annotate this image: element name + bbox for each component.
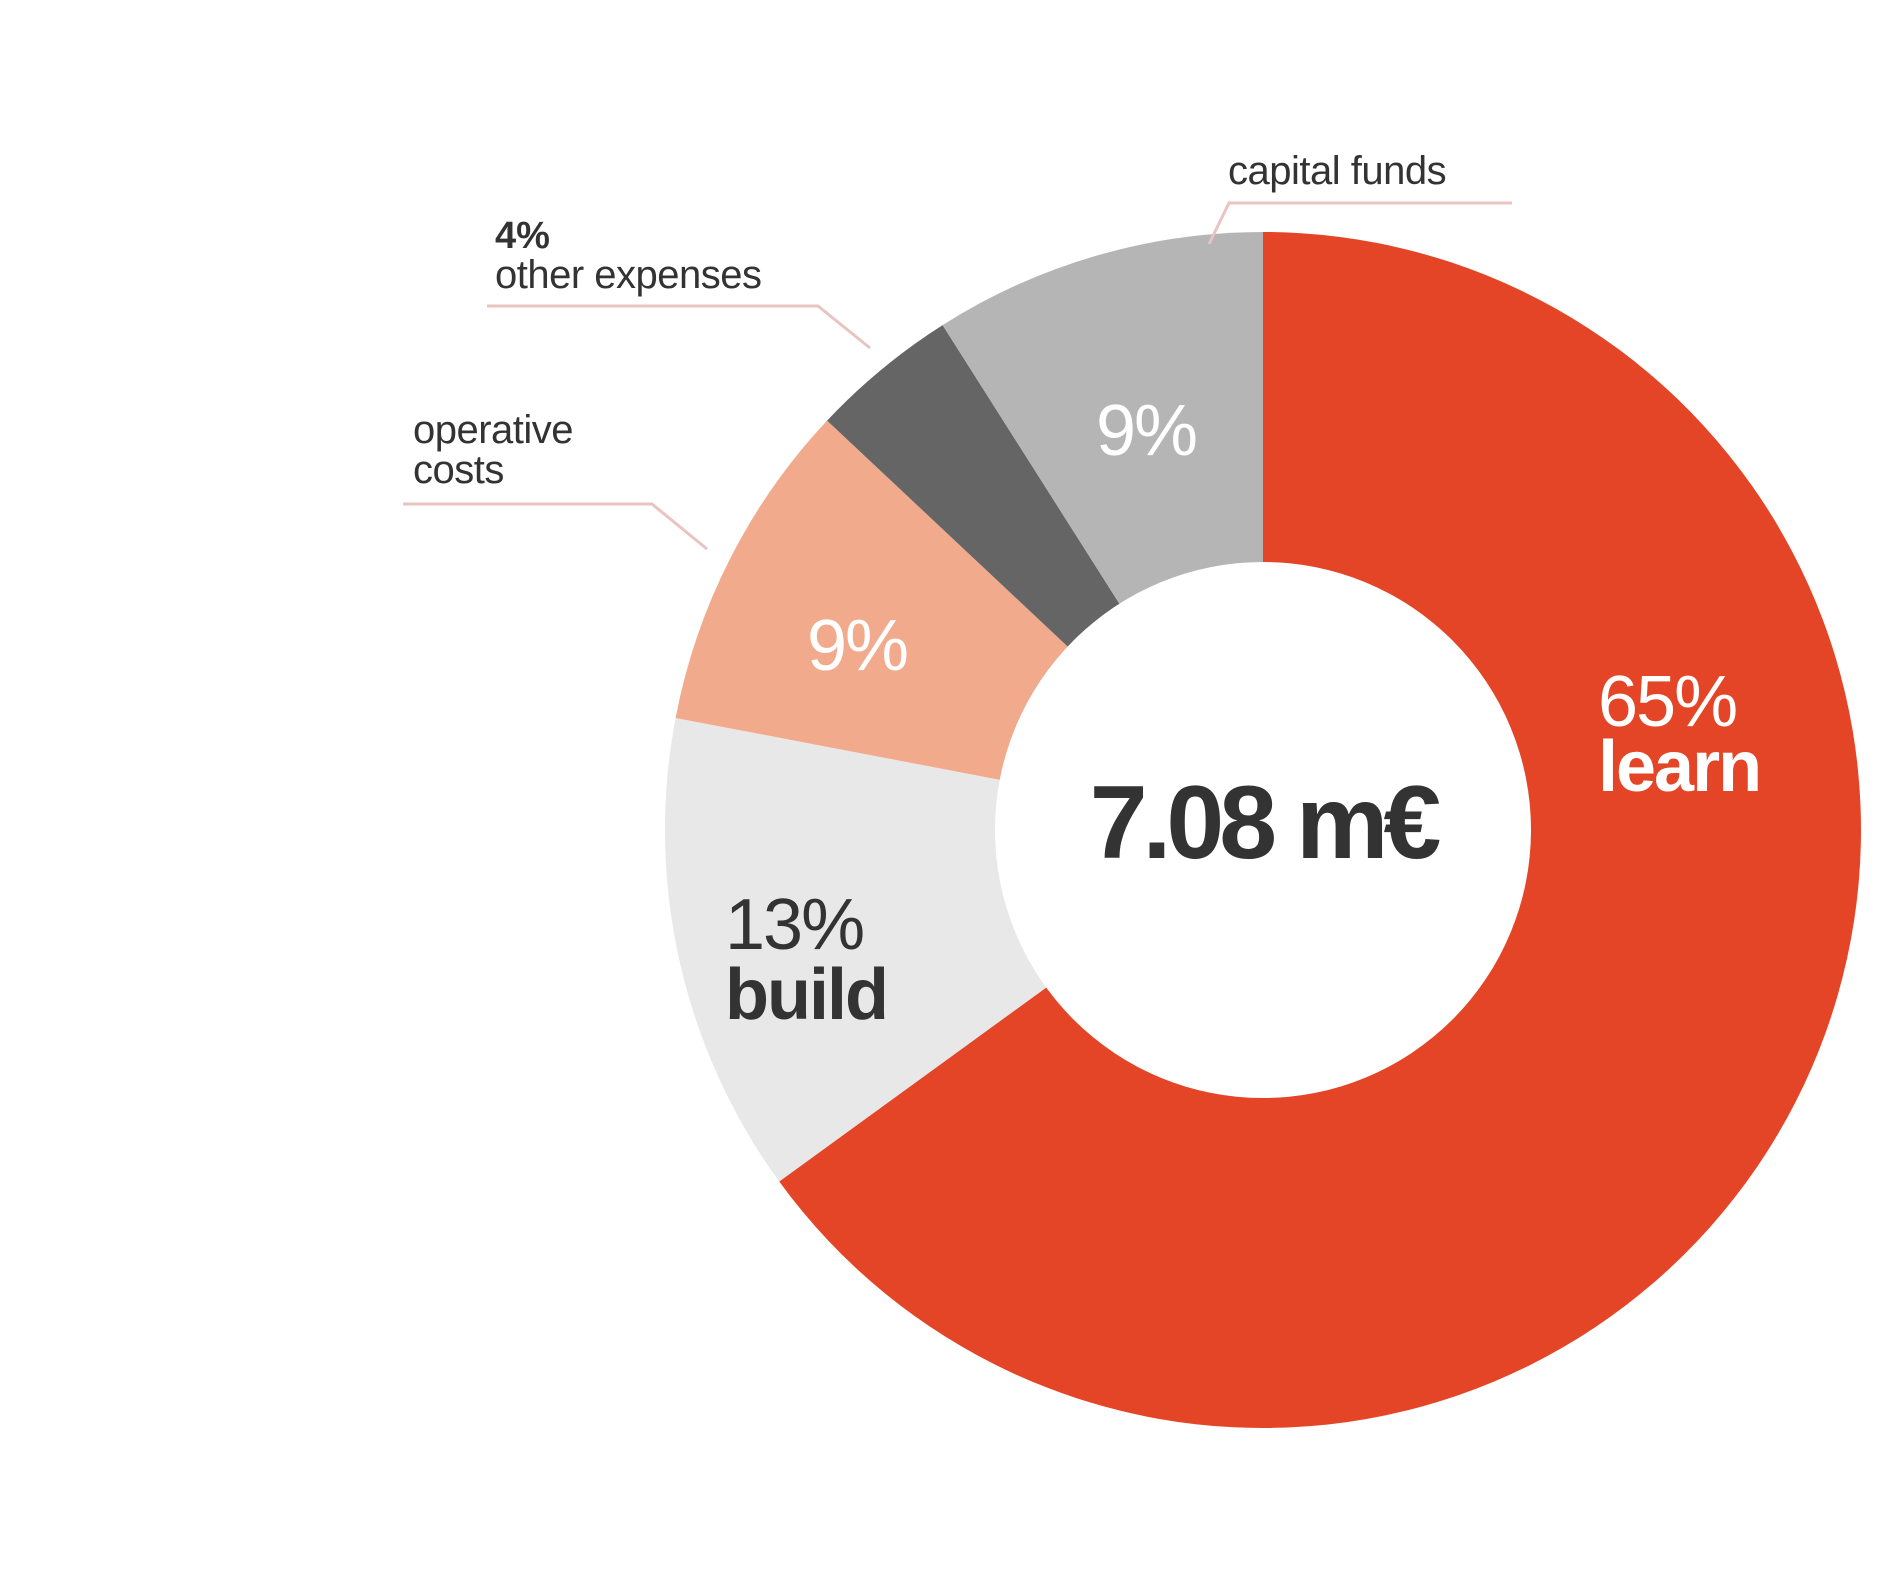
leader-line-other bbox=[487, 304, 871, 350]
center-hole bbox=[995, 562, 1531, 1098]
callout-other-pct: 4% bbox=[495, 215, 550, 257]
leader-line-operative bbox=[403, 502, 708, 551]
callout-other-name: other expenses bbox=[495, 253, 762, 297]
center-total-label: 7.08 m€ bbox=[1090, 765, 1441, 881]
callout-operative-line1: operative bbox=[413, 408, 573, 452]
callout-capital-name: capital funds bbox=[1228, 149, 1446, 193]
callout-operative-line2: costs bbox=[413, 448, 504, 492]
leader-line-capital bbox=[1207, 201, 1512, 245]
label-learn-name: learn bbox=[1598, 727, 1760, 807]
label-build-name: build bbox=[725, 955, 887, 1035]
label-capital-pct: 9% bbox=[1096, 391, 1196, 471]
label-build-pct: 13% bbox=[725, 885, 863, 965]
label-operative-pct: 9% bbox=[807, 606, 907, 686]
label-learn-pct: 65% bbox=[1598, 662, 1736, 742]
